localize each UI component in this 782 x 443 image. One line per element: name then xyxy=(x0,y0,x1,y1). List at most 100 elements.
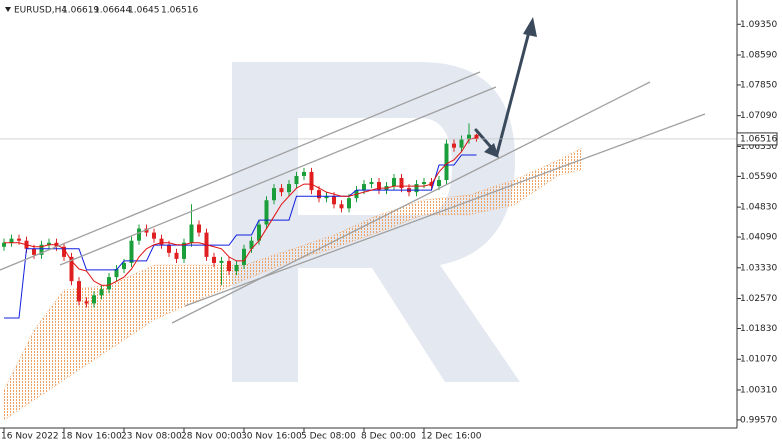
y-tick-label: 1.02570 xyxy=(740,294,777,304)
candle-body xyxy=(324,196,329,199)
x-tick-label: 18 Nov 16:00 xyxy=(61,432,122,442)
candle-body xyxy=(219,260,224,263)
candle-body xyxy=(444,143,449,181)
candle-body xyxy=(212,256,216,263)
candle-body xyxy=(47,242,51,245)
candle-body xyxy=(467,134,471,140)
candle-body xyxy=(287,184,291,193)
candle-body xyxy=(174,252,179,259)
candle-body xyxy=(392,177,396,187)
candle-body xyxy=(152,232,156,239)
x-tick-label: 16 Nov 2022 xyxy=(1,432,59,442)
forecast-arrow xyxy=(474,17,537,158)
ohlc-close: 1.06516 xyxy=(161,6,198,16)
y-tick-label: 1.06330 xyxy=(740,142,777,152)
candle-body xyxy=(279,188,284,193)
price-label-box xyxy=(736,132,778,146)
candle-body xyxy=(84,301,89,304)
candle-body xyxy=(362,184,366,191)
arrow-head xyxy=(484,143,499,158)
candle-body xyxy=(317,190,321,199)
cloud-edge xyxy=(3,147,582,391)
candle-body xyxy=(107,277,111,290)
candle-body xyxy=(99,289,104,296)
kijun-line xyxy=(4,154,477,319)
candle-body xyxy=(249,240,254,249)
candle-body xyxy=(414,184,419,193)
y-tick-label: 1.01070 xyxy=(740,355,777,365)
y-tick-label: 0.99570 xyxy=(740,415,777,425)
candle-body xyxy=(264,200,269,225)
candle-body xyxy=(234,264,239,272)
candle-body xyxy=(167,244,171,253)
y-tick-label: 1.09350 xyxy=(740,20,777,30)
candle-body xyxy=(189,224,194,243)
y-tick-label: 1.01830 xyxy=(740,324,777,334)
trend-line xyxy=(184,113,706,307)
symbol-menu-icon xyxy=(5,7,11,12)
y-tick-label: 1.00310 xyxy=(740,385,777,395)
trend-lines xyxy=(0,71,706,324)
candle-body xyxy=(302,171,306,176)
y-tick-label: 1.07090 xyxy=(740,111,777,121)
x-tick-label: 12 Dec 16:00 xyxy=(421,432,482,442)
candle-body xyxy=(272,188,276,201)
x-tick-label: 28 Nov 00:00 xyxy=(181,432,242,442)
candle-body xyxy=(69,256,74,282)
cloud-edge xyxy=(3,169,582,421)
tenkan-line xyxy=(4,137,477,286)
price-label: 1.06516 xyxy=(740,134,777,144)
y-tick-label: 1.04830 xyxy=(740,203,777,213)
candle-body xyxy=(197,224,201,233)
chart-title: EURUSD,H4 xyxy=(14,6,67,16)
x-tick-label: 5 Dec 08:00 xyxy=(301,432,356,442)
candle-body xyxy=(182,242,186,259)
candle-body xyxy=(294,175,299,185)
candle-body xyxy=(39,244,44,255)
arrow-head xyxy=(523,17,537,37)
candle-body xyxy=(159,238,164,245)
cloud-fill xyxy=(4,148,582,420)
ohlc-high: 1.06644 xyxy=(94,6,131,16)
candle-body xyxy=(339,204,344,209)
candle-body xyxy=(17,238,21,241)
candle-body xyxy=(144,228,149,233)
candle-body xyxy=(92,295,96,304)
candle-body xyxy=(77,281,81,302)
trend-line xyxy=(171,81,651,324)
candle-body xyxy=(114,269,119,278)
candle-body xyxy=(332,196,336,205)
x-tick-label: 30 Nov 16:00 xyxy=(241,432,302,442)
candle-body xyxy=(369,182,374,185)
y-tick-label: 1.03330 xyxy=(740,263,777,273)
candle-body xyxy=(2,242,6,247)
candle-body xyxy=(129,240,134,263)
y-tick-label: 1.07850 xyxy=(740,80,777,90)
candle-body xyxy=(459,139,464,148)
y-tick-label: 1.04090 xyxy=(740,233,777,243)
y-tick-label: 1.05590 xyxy=(740,172,777,182)
candle-body xyxy=(242,248,246,265)
candle-body xyxy=(422,182,426,185)
candle-body xyxy=(122,262,126,270)
candle-body xyxy=(9,238,14,243)
candle-body xyxy=(227,260,231,272)
candle-body xyxy=(62,246,66,257)
candle-body xyxy=(347,198,351,209)
ohlc-open: 1.06619 xyxy=(62,6,99,16)
candle-body xyxy=(437,180,441,187)
trend-line xyxy=(0,71,481,271)
x-tick-label: 8 Dec 00:00 xyxy=(361,432,416,442)
trend-line xyxy=(59,86,497,266)
candle-body xyxy=(399,177,404,189)
candle-body xyxy=(452,143,456,148)
candle-body xyxy=(474,134,479,139)
candle-body xyxy=(309,171,314,191)
x-tick-label: 23 Nov 08:00 xyxy=(121,432,182,442)
candle-body xyxy=(137,228,141,241)
candle-body xyxy=(257,224,261,241)
candle-body xyxy=(377,182,381,191)
ohlc-low: 1.0645 xyxy=(128,6,160,16)
y-tick-label: 1.08590 xyxy=(740,51,777,61)
